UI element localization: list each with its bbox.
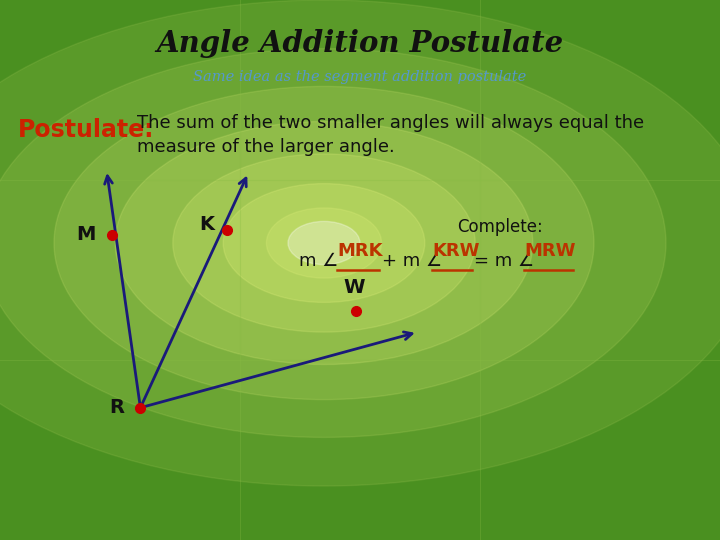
- Text: MRW: MRW: [524, 242, 576, 260]
- Text: Complete:: Complete:: [457, 218, 543, 236]
- Ellipse shape: [288, 221, 360, 265]
- Ellipse shape: [54, 86, 594, 400]
- Text: The sum of the two smaller angles will always equal the: The sum of the two smaller angles will a…: [137, 114, 644, 132]
- Ellipse shape: [115, 122, 533, 364]
- Text: m ∠: m ∠: [299, 252, 338, 269]
- Ellipse shape: [0, 0, 720, 486]
- Text: R: R: [109, 398, 125, 417]
- Text: + m ∠: + m ∠: [382, 252, 442, 269]
- Text: measure of the larger angle.: measure of the larger angle.: [137, 138, 395, 157]
- Text: K: K: [199, 214, 214, 234]
- Ellipse shape: [223, 184, 425, 302]
- Text: Same idea as the segment addition postulate: Same idea as the segment addition postul…: [194, 70, 526, 84]
- Ellipse shape: [173, 154, 475, 332]
- Ellipse shape: [0, 49, 666, 437]
- Text: Postulate:: Postulate:: [18, 118, 155, 141]
- Text: KRW: KRW: [432, 242, 480, 260]
- Text: M: M: [76, 225, 96, 245]
- Text: MRK: MRK: [337, 242, 382, 260]
- Text: Angle Addition Postulate: Angle Addition Postulate: [156, 29, 564, 58]
- Ellipse shape: [266, 208, 382, 278]
- Text: W: W: [343, 278, 365, 298]
- Text: = m ∠: = m ∠: [474, 252, 534, 269]
